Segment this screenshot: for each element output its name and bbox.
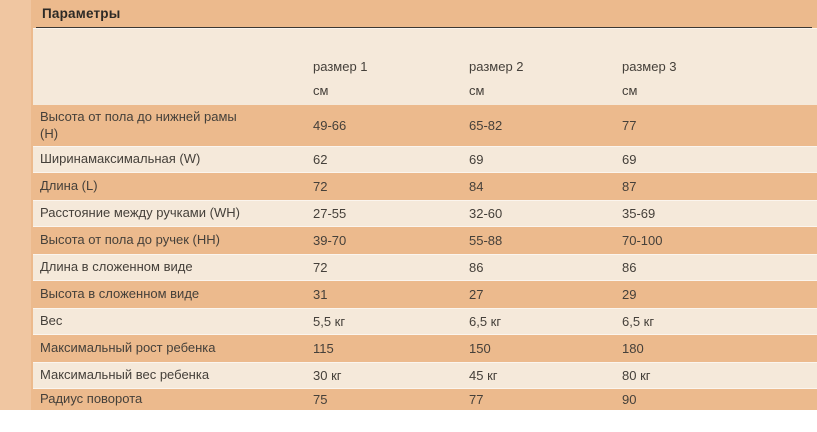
table-header-row: размер 1 см размер 2 см размер 3 см xyxy=(33,28,817,105)
row-value-size3: 180 xyxy=(622,341,644,356)
row-label: Радиус поворота xyxy=(40,390,143,406)
row-value-size3: 35-69 xyxy=(622,206,656,221)
row-label: Высота от пола до ручек (HH) xyxy=(40,232,220,248)
table-row-weight: Вес 5,5 кг 6,5 кг 6,5 кг xyxy=(33,308,817,335)
row-value-size2: 45 кг xyxy=(469,368,498,383)
row-value-size1: 27-55 xyxy=(313,206,347,221)
header-empty-cell xyxy=(33,28,306,55)
row-value-size2: 65-82 xyxy=(469,118,503,133)
table-row-folded-length: Длина в сложенном виде 72 86 86 xyxy=(33,254,817,281)
table-row-handle-distance: Расстояние между ручками (WH) 27-55 32-6… xyxy=(33,200,817,227)
row-value-size2: 27 xyxy=(469,287,484,302)
row-value-size2: 150 xyxy=(469,341,491,356)
table-row-max-width: Ширинамаксимальная (W) 62 69 69 xyxy=(33,146,817,173)
row-value-size3: 69 xyxy=(622,152,637,167)
table-row-length: Длина (L) 72 84 87 xyxy=(33,173,817,200)
row-value-size1: 62 xyxy=(313,152,328,167)
column-header-unit: см xyxy=(313,83,329,98)
row-value-size2: 55-88 xyxy=(469,233,503,248)
column-header-unit: см xyxy=(469,83,485,98)
row-value-size2: 77 xyxy=(469,391,484,407)
column-header-label: размер 2 xyxy=(469,59,524,74)
page-title: Параметры xyxy=(42,6,121,21)
row-value-size1: 39-70 xyxy=(313,233,347,248)
row-label: Максимальный рост ребенка xyxy=(40,340,216,356)
row-label: Максимальный вес ребенка xyxy=(40,367,210,383)
parameters-panel: Параметры размер 1 см размер 2 см размер… xyxy=(0,0,817,410)
row-value-size2: 86 xyxy=(469,260,484,275)
row-value-size1: 5,5 кг xyxy=(313,314,346,329)
row-label: Вес xyxy=(40,313,63,329)
row-label: Расстояние между ручками (WH) xyxy=(40,205,240,221)
title-block: Параметры xyxy=(36,3,812,29)
row-value-size3: 87 xyxy=(622,179,637,194)
table-row-max-child-weight: Максимальный вес ребенка 30 кг 45 кг 80 … xyxy=(33,362,817,389)
row-value-size3: 77 xyxy=(622,118,637,133)
row-value-size1: 75 xyxy=(313,391,328,407)
row-label: Длина (L) xyxy=(40,178,98,194)
row-label: Высота в сложенном виде xyxy=(40,286,200,302)
column-header-unit: см xyxy=(622,83,638,98)
table-row-turning-radius: Радиус поворота 75 77 90 xyxy=(33,389,817,409)
table-row-height-floor-frame: Высота от пола до нижней рамы (H) 49-66 … xyxy=(33,105,817,146)
row-value-size1: 49-66 xyxy=(313,118,347,133)
column-header-label: размер 1 xyxy=(313,59,368,74)
row-value-size3: 70-100 xyxy=(622,233,663,248)
row-value-size3: 86 xyxy=(622,260,637,275)
row-value-size3: 29 xyxy=(622,287,637,302)
row-label: Высота от пола до нижней рамы (H) xyxy=(40,108,237,141)
table-row-handle-height: Высота от пола до ручек (HH) 39-70 55-88… xyxy=(33,227,817,254)
column-header-label: размер 3 xyxy=(622,59,677,74)
header-size-2: размер 2 см xyxy=(462,28,615,103)
row-value-size3: 80 кг xyxy=(622,368,651,383)
row-value-size3: 6,5 кг xyxy=(622,314,655,329)
row-value-size2: 6,5 кг xyxy=(469,314,502,329)
header-size-3: размер 3 см xyxy=(615,28,817,103)
row-label: Ширинамаксимальная (W) xyxy=(40,151,201,167)
table-row-folded-height: Высота в сложенном виде 31 27 29 xyxy=(33,281,817,308)
row-value-size1: 31 xyxy=(313,287,328,302)
row-value-size1: 115 xyxy=(313,341,334,356)
left-margin-strip xyxy=(0,0,31,410)
row-value-size1: 30 кг xyxy=(313,368,342,383)
row-value-size2: 69 xyxy=(469,152,484,167)
row-value-size1: 72 xyxy=(313,260,328,275)
header-size-1: размер 1 см xyxy=(306,28,462,103)
row-value-size2: 84 xyxy=(469,179,484,194)
row-value-size1: 72 xyxy=(313,179,328,194)
row-value-size2: 32-60 xyxy=(469,206,503,221)
row-label: Длина в сложенном виде xyxy=(40,259,193,275)
row-value-size3: 90 xyxy=(622,391,637,407)
table-row-max-child-height: Максимальный рост ребенка 115 150 180 xyxy=(33,335,817,362)
parameters-table: размер 1 см размер 2 см размер 3 см Высо… xyxy=(33,28,817,409)
